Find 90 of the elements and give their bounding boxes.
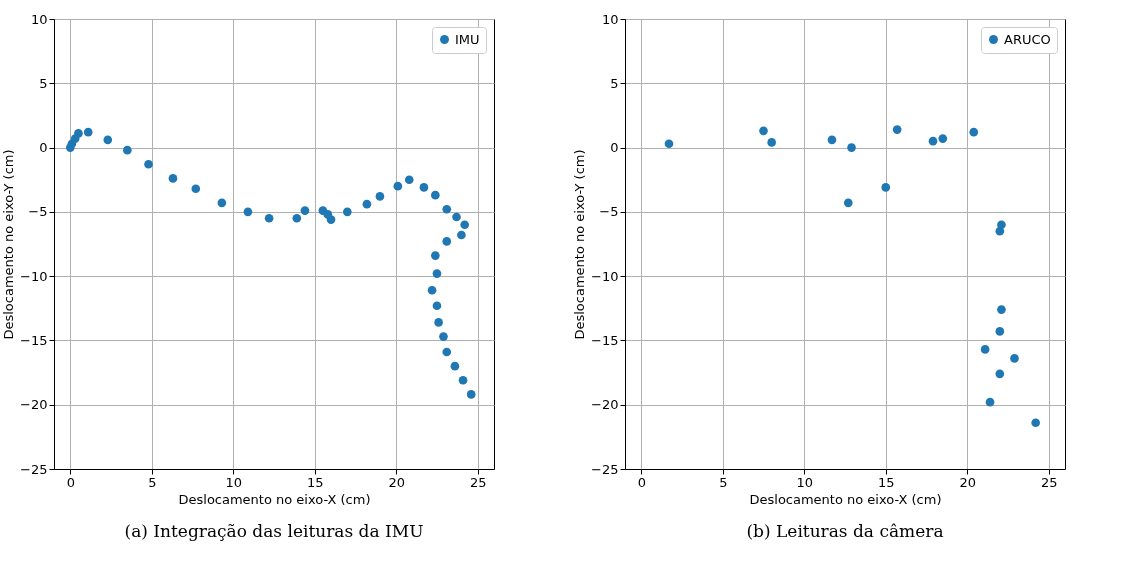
point bbox=[881, 183, 891, 192]
point bbox=[442, 237, 452, 246]
point bbox=[217, 198, 227, 208]
point bbox=[767, 138, 776, 147]
x-tick-label: 25 bbox=[469, 474, 487, 490]
point bbox=[432, 301, 442, 311]
point bbox=[191, 184, 201, 194]
point bbox=[442, 204, 452, 214]
point bbox=[928, 136, 938, 146]
point bbox=[427, 285, 437, 295]
point bbox=[375, 192, 385, 201]
y-tick-label: −20 bbox=[591, 397, 619, 413]
y-tick-label: −5 bbox=[28, 204, 48, 220]
x-tick-label: 5 bbox=[719, 474, 728, 490]
point bbox=[300, 206, 310, 215]
point bbox=[103, 135, 113, 145]
y-tick-label: −20 bbox=[20, 397, 48, 413]
x-tick-label: 15 bbox=[306, 474, 324, 490]
y-tick-label: −15 bbox=[20, 332, 48, 348]
point bbox=[980, 345, 990, 354]
y-tick-label: 5 bbox=[39, 75, 48, 91]
text: (b) Leituras da câmera bbox=[746, 521, 944, 541]
y-tick-label: −10 bbox=[591, 268, 619, 284]
point bbox=[74, 129, 83, 138]
x-tick-label: 0 bbox=[637, 474, 646, 490]
point bbox=[292, 213, 302, 223]
point bbox=[1010, 354, 1019, 363]
y-tick-label: 10 bbox=[30, 11, 48, 27]
point bbox=[450, 361, 460, 371]
point bbox=[393, 181, 403, 191]
x-tick-label: 20 bbox=[959, 474, 976, 490]
point bbox=[431, 190, 440, 200]
x-tick-label: 20 bbox=[388, 474, 405, 490]
point bbox=[326, 215, 336, 224]
point bbox=[759, 126, 768, 136]
point bbox=[995, 327, 1005, 336]
point bbox=[83, 127, 93, 137]
x-tick-label: 0 bbox=[66, 474, 75, 490]
x-tick-label: 10 bbox=[796, 474, 814, 490]
point bbox=[460, 220, 469, 230]
x-tick-label: 10 bbox=[225, 474, 243, 490]
point bbox=[827, 135, 837, 145]
point bbox=[457, 230, 466, 240]
y-tick-label: −10 bbox=[20, 268, 48, 284]
x-tick-label: 25 bbox=[1040, 474, 1058, 490]
y-tick-label: 10 bbox=[601, 11, 619, 27]
point bbox=[442, 347, 452, 357]
point bbox=[431, 251, 440, 260]
x-tick-label: 5 bbox=[148, 474, 157, 490]
y-axis-title: Deslocamento no eixo-Y (cm) bbox=[1, 149, 17, 340]
point bbox=[458, 375, 468, 385]
y-tick-label: −5 bbox=[599, 204, 619, 220]
point bbox=[168, 174, 178, 183]
point bbox=[995, 369, 1005, 379]
point bbox=[452, 212, 461, 222]
x-axis-title: Deslocamento no eixo-X (cm) bbox=[178, 491, 371, 507]
point bbox=[847, 143, 856, 152]
point bbox=[362, 199, 372, 209]
point bbox=[1031, 418, 1040, 428]
y-tick-label: −15 bbox=[591, 332, 619, 348]
point bbox=[892, 125, 902, 134]
point bbox=[243, 207, 253, 217]
point bbox=[264, 213, 274, 223]
legend-label: ARUCO bbox=[1004, 31, 1051, 47]
y-axis-title: Deslocamento no eixo-Y (cm) bbox=[572, 149, 588, 340]
point bbox=[432, 269, 442, 278]
y-tick-label: −25 bbox=[20, 461, 48, 477]
y-tick-label: 0 bbox=[39, 140, 48, 156]
x-axis-title: Deslocamento no eixo-X (cm) bbox=[749, 491, 942, 507]
point bbox=[419, 183, 429, 192]
point bbox=[404, 175, 414, 185]
x-tick-label: 15 bbox=[877, 474, 895, 490]
legend-label: IMU bbox=[455, 31, 480, 47]
point bbox=[439, 332, 448, 341]
point bbox=[144, 159, 153, 169]
text: (a) Integração das leituras da IMU bbox=[124, 521, 424, 541]
point bbox=[343, 207, 352, 217]
point bbox=[664, 139, 674, 149]
point bbox=[123, 145, 132, 155]
point bbox=[466, 390, 476, 399]
y-tick-label: 0 bbox=[610, 140, 619, 156]
point bbox=[997, 305, 1006, 314]
point bbox=[434, 318, 443, 327]
point bbox=[843, 198, 853, 208]
point bbox=[985, 397, 995, 407]
y-tick-label: −25 bbox=[591, 461, 619, 477]
point bbox=[938, 134, 948, 143]
y-tick-label: 5 bbox=[610, 75, 619, 91]
point bbox=[995, 226, 1005, 236]
point bbox=[969, 127, 979, 137]
